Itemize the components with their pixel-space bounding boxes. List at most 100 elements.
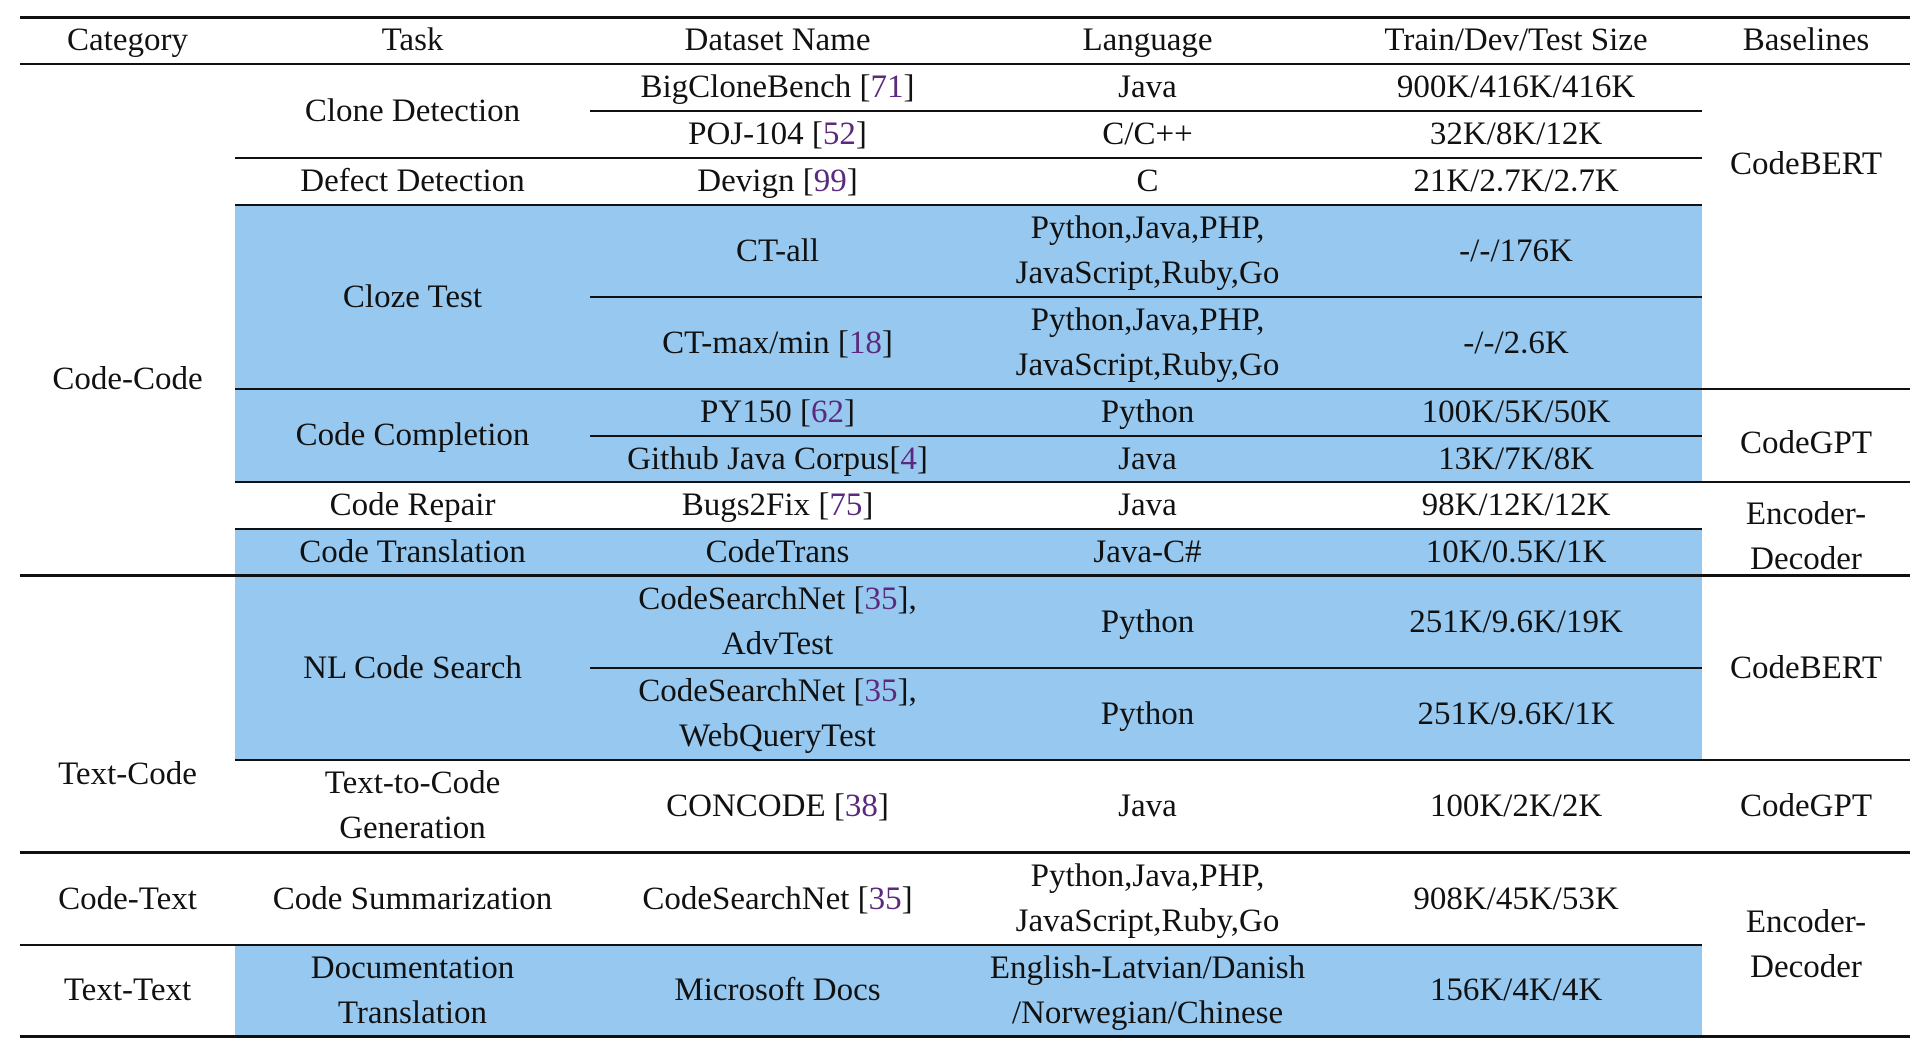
dataset-name: CodeSearchNet (638, 581, 854, 617)
category-text-text: Text-Text (20, 946, 235, 1035)
language-ctall: Python,Java,PHP, JavaScript,Ruby,Go (965, 206, 1330, 296)
size-text: 251K/9.6K/1K (1417, 695, 1615, 732)
category-label: Text-Text (63, 972, 192, 1008)
task-code-completion: Code Completion (235, 390, 590, 481)
language-csn-adv: Python (965, 577, 1330, 667)
size-poj: 32K/8K/12K (1330, 112, 1702, 157)
dataset-text: PY150 [62] (700, 394, 855, 430)
dataset-name: CodeTrans (705, 533, 850, 570)
language-csn-sum: Python,Java,PHP, JavaScript,Ruby,Go (965, 854, 1330, 944)
row-rule (235, 528, 1702, 530)
task-label: NL Code Search (303, 649, 522, 686)
language-text: Java (1118, 487, 1177, 523)
task-label: Documentation (310, 949, 515, 986)
dataset-name: Devign (697, 163, 803, 199)
dataset-subname: AdvTest (721, 626, 834, 662)
highlight-doc-translation (235, 945, 1702, 1035)
language-text: Java (1118, 69, 1177, 105)
language-bugs2fix: Java (965, 483, 1330, 528)
row-rule (235, 481, 1910, 483)
citation-link[interactable]: 52 (822, 116, 856, 152)
header-category-text: Category (67, 22, 188, 58)
dataset-name: Github Java Corpus (627, 440, 890, 477)
dataset-text: BigCloneBench [71] (640, 69, 915, 105)
size-bugs2fix: 98K/12K/12K (1330, 483, 1702, 528)
size-text: -/-/176K (1459, 232, 1573, 269)
citation-link[interactable]: 35 (864, 581, 898, 617)
dataset-name: Microsoft Docs (674, 972, 881, 1008)
language-text: /Norwegian/Chinese (1011, 994, 1284, 1031)
header-task-text: Task (381, 22, 444, 58)
dataset-bugs2fix: Bugs2Fix [75] (590, 483, 965, 528)
citation-link[interactable]: 38 (844, 787, 878, 824)
dataset-text: CONCODE [38] (666, 787, 889, 824)
language-github: Java (965, 437, 1330, 481)
size-bigclone: 900K/416K/416K (1330, 65, 1702, 110)
dataset-csn-advtest: CodeSearchNet [35], AdvTest (590, 577, 965, 667)
citation-link[interactable]: 4 (900, 440, 917, 477)
language-text: English-Latvian/Danish (989, 949, 1306, 986)
size-text: 100K/5K/50K (1421, 394, 1611, 430)
citation-link[interactable]: 18 (848, 324, 882, 361)
dataset-csn-summarization: CodeSearchNet [35] (590, 854, 965, 944)
bottom-rule (20, 1035, 1910, 1038)
dataset-name: CodeSearchNet (638, 673, 854, 709)
dataset-name: PY150 (700, 394, 800, 430)
dataset-text: Github Java Corpus[4] (627, 440, 928, 477)
category-label: Text-Code (58, 755, 197, 792)
header-dataset: Dataset Name (590, 18, 965, 63)
language-text: Python,Java,PHP, (1030, 858, 1265, 894)
highlight-translation (235, 528, 1702, 574)
header-rule (20, 63, 1910, 65)
category-text-code: Text-Code (20, 577, 235, 851)
citation-link[interactable]: 75 (829, 487, 863, 523)
baseline-codegpt-bottom: CodeGPT (1702, 761, 1910, 851)
task-label: Code Repair (329, 487, 496, 523)
dataset-text: POJ-104 [52] (688, 116, 867, 152)
citation-link[interactable]: 35 (868, 880, 902, 917)
language-concode: Java (965, 761, 1330, 851)
language-text: C (1136, 163, 1159, 199)
header-dataset-text: Dataset Name (684, 22, 871, 58)
baseline-text: CodeGPT (1740, 425, 1872, 461)
baseline-text: Encoder- (1745, 903, 1867, 940)
size-text: 13K/7K/8K (1438, 440, 1594, 477)
baseline-text: Decoder (1750, 540, 1862, 577)
language-text: Python (1100, 695, 1195, 732)
dataset-suffix: ], (897, 673, 917, 709)
size-devign: 21K/2.7K/2.7K (1330, 159, 1702, 204)
task-code-repair: Code Repair (235, 483, 590, 528)
header-category: Category (20, 18, 235, 63)
dataset-microsoft-docs: Microsoft Docs (590, 946, 965, 1035)
citation-link[interactable]: 71 (870, 69, 904, 105)
size-ctall: -/-/176K (1330, 206, 1702, 296)
dataset-name: Bugs2Fix (681, 487, 819, 523)
size-py150: 100K/5K/50K (1330, 390, 1702, 435)
task-cloze-test: Cloze Test (235, 206, 590, 388)
baseline-codebert-bottom: CodeBERT (1702, 577, 1910, 759)
dataset-github-java: Github Java Corpus[4] (590, 437, 965, 481)
category-label: Code-Code (52, 361, 203, 397)
dataset-text: CodeSearchNet [35] (642, 880, 913, 917)
language-text: JavaScript,Ruby,Go (1015, 903, 1280, 939)
language-text: Python (1100, 394, 1195, 430)
header-size: Train/Dev/Test Size (1330, 18, 1702, 63)
citation-link[interactable]: 35 (864, 673, 898, 709)
dataset-name: CT-all (735, 232, 820, 269)
dataset-name: CT-max/min (662, 324, 838, 361)
header-baselines-text: Baselines (1742, 22, 1870, 58)
baseline-codegpt-top: CodeGPT (1702, 390, 1910, 481)
size-msdocs: 156K/4K/4K (1330, 946, 1702, 1035)
citation-link[interactable]: 62 (810, 394, 844, 430)
size-csn-adv: 251K/9.6K/19K (1330, 577, 1702, 667)
task-label: Clone Detection (304, 92, 521, 129)
dataset-name: CONCODE (666, 787, 834, 824)
size-text: 251K/9.6K/19K (1409, 603, 1623, 640)
dataset-ct-all: CT-all (590, 206, 965, 296)
task-nl-code-search: NL Code Search (235, 577, 590, 759)
task-label: Cloze Test (342, 278, 483, 315)
dataset-suffix: ], (897, 581, 917, 617)
task-text-to-code: Text-to-Code Generation (235, 761, 590, 851)
citation-link[interactable]: 99 (813, 163, 847, 199)
